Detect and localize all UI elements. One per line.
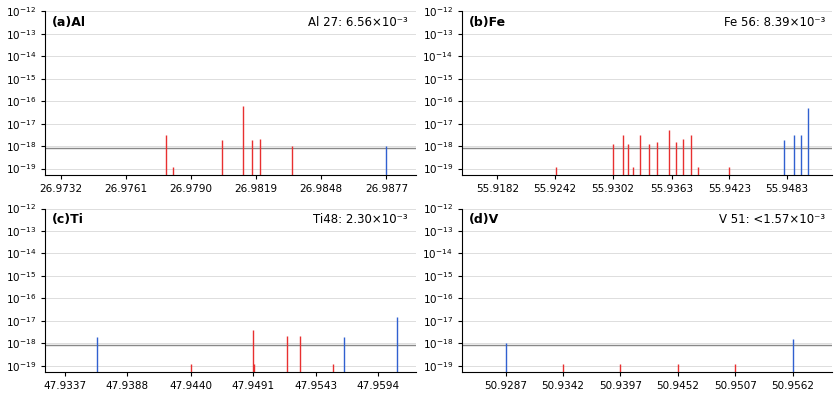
Text: Fe 56: 8.39×10⁻³: Fe 56: 8.39×10⁻³ xyxy=(724,16,825,29)
Text: Ti48: 2.30×10⁻³: Ti48: 2.30×10⁻³ xyxy=(313,214,408,226)
Text: (c)Ti: (c)Ti xyxy=(52,214,84,226)
Text: (b)Fe: (b)Fe xyxy=(469,16,506,29)
Text: Al 27: 6.56×10⁻³: Al 27: 6.56×10⁻³ xyxy=(308,16,408,29)
Text: (d)V: (d)V xyxy=(469,214,499,226)
Text: V 51: <1.57×10⁻³: V 51: <1.57×10⁻³ xyxy=(719,214,825,226)
Text: (a)Al: (a)Al xyxy=(52,16,86,29)
